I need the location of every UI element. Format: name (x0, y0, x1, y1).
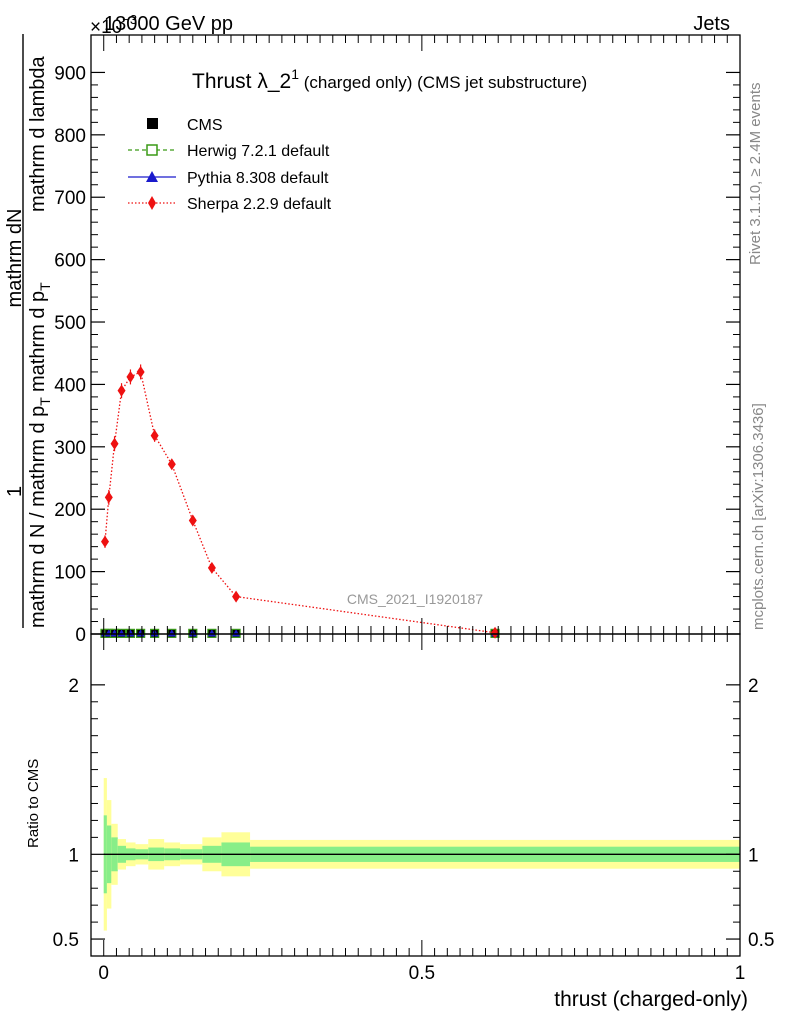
rivet-label: Rivet 3.1.10, ≥ 2.4M events (747, 83, 764, 266)
sherpa-point (167, 458, 176, 471)
ratio-ytick-label-right: 2 (748, 676, 759, 697)
ylabel-denominator-3: mathrm d lambda (27, 56, 49, 212)
main-ytick-label: 700 (54, 188, 86, 209)
ratio-ytick-label: 0.5 (53, 930, 79, 951)
ratio-bands (103, 778, 740, 931)
header-right: Jets (693, 13, 730, 35)
main-ytick-label: 600 (54, 251, 86, 272)
sherpa-point (188, 514, 197, 527)
legend-marker-herwig (146, 144, 158, 156)
main-ytick-label: 900 (54, 63, 86, 84)
xtick-label: 1 (735, 963, 746, 984)
sherpa-point (207, 561, 216, 574)
sherpa-point (491, 626, 500, 639)
legend-label-herwig: Herwig 7.2.1 default (187, 143, 330, 160)
sherpa-point (100, 535, 109, 548)
main-ytick-label: 400 (54, 375, 86, 396)
main-ytick-label: 300 (54, 438, 86, 459)
main-ytick-label: 0 (75, 625, 86, 646)
xtick-label: 0 (98, 963, 109, 984)
sherpa-point (117, 384, 126, 397)
ylabel-denominator: mathrm d N / mathrm d pT (27, 397, 53, 628)
xtick-label: 0.5 (409, 963, 435, 984)
ratio-ytick-label-right: 0.5 (748, 930, 774, 951)
watermark: CMS_2021_I1920187 (347, 591, 483, 607)
sherpa-point (136, 365, 145, 378)
legend-label-cms: CMS (187, 117, 223, 134)
legend: CMS Herwig 7.2.1 default Pythia 8.308 de… (128, 117, 332, 213)
ratio-ytick-label-right: 1 (748, 845, 759, 866)
sherpa-point (150, 429, 159, 442)
sherpa-point (110, 437, 119, 450)
axis-exponent: ×10−3 (90, 12, 137, 38)
ratio-ytick-label: 1 (68, 845, 79, 866)
main-ytick-label: 500 (54, 313, 86, 334)
sherpa-point (126, 370, 135, 383)
ratio-ylabel: Ratio to CMS (25, 759, 42, 848)
main-ytick-label: 100 (54, 563, 86, 584)
ylabel-numerator-detail: mathrm dN (4, 209, 26, 308)
sherpa-line (104, 370, 496, 634)
legend-marker-cms (147, 118, 158, 129)
ylabel-numerator: 1 (4, 486, 26, 497)
ratio-frame (90, 633, 741, 957)
sherpa-point (232, 590, 241, 603)
xlabel: thrust (charged-only) (554, 988, 748, 1011)
legend-label-pythia: Pythia 8.308 default (187, 170, 329, 187)
main-ytick-label: 800 (54, 126, 86, 147)
mcplots-label: mcplots.cern.ch [arXiv:1306.3436] (750, 403, 767, 630)
ylabel-denominator-2: mathrm d pT (27, 282, 53, 392)
ratio-ytick-label: 2 (68, 676, 79, 697)
legend-marker-sherpa (148, 196, 156, 210)
legend-label-sherpa: Sherpa 2.2.9 default (187, 196, 332, 213)
main-ytick-label: 200 (54, 500, 86, 521)
main-ylabel: 1 mathrm dN mathrm d N / mathrm d pT mat… (4, 34, 53, 628)
chart-title: Thrust λ_21 (charged only) (CMS jet subs… (192, 66, 587, 93)
legend-marker-pythia (146, 171, 158, 182)
header-left: 13000 GeV pp (104, 13, 233, 35)
sherpa-point (104, 491, 113, 504)
